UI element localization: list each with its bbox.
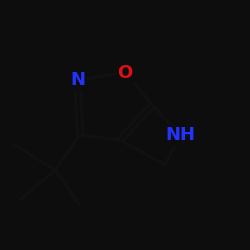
Text: O: O [118,64,132,82]
Text: NH: NH [165,126,195,144]
Text: N: N [70,71,85,89]
